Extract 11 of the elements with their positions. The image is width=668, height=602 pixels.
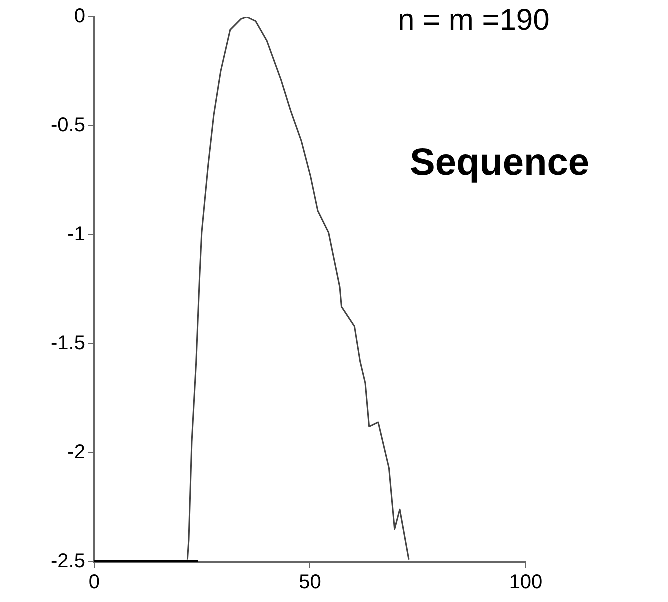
annotation: n = m =190 xyxy=(398,4,550,38)
x-tick-label: 50 xyxy=(299,572,322,594)
annotation: Sequence xyxy=(410,142,590,185)
y-tick-label: -0.5 xyxy=(50,114,86,137)
y-tick-label: 0 xyxy=(74,6,86,28)
y-tick-label: -1 xyxy=(68,224,86,246)
y-tick-label: -2 xyxy=(68,442,86,464)
y-tick-label: -1.5 xyxy=(50,332,86,355)
x-tick-label: 0 xyxy=(88,572,100,594)
x-tick-label: 100 xyxy=(509,572,543,594)
y-tick-label: -2.5 xyxy=(50,550,86,573)
